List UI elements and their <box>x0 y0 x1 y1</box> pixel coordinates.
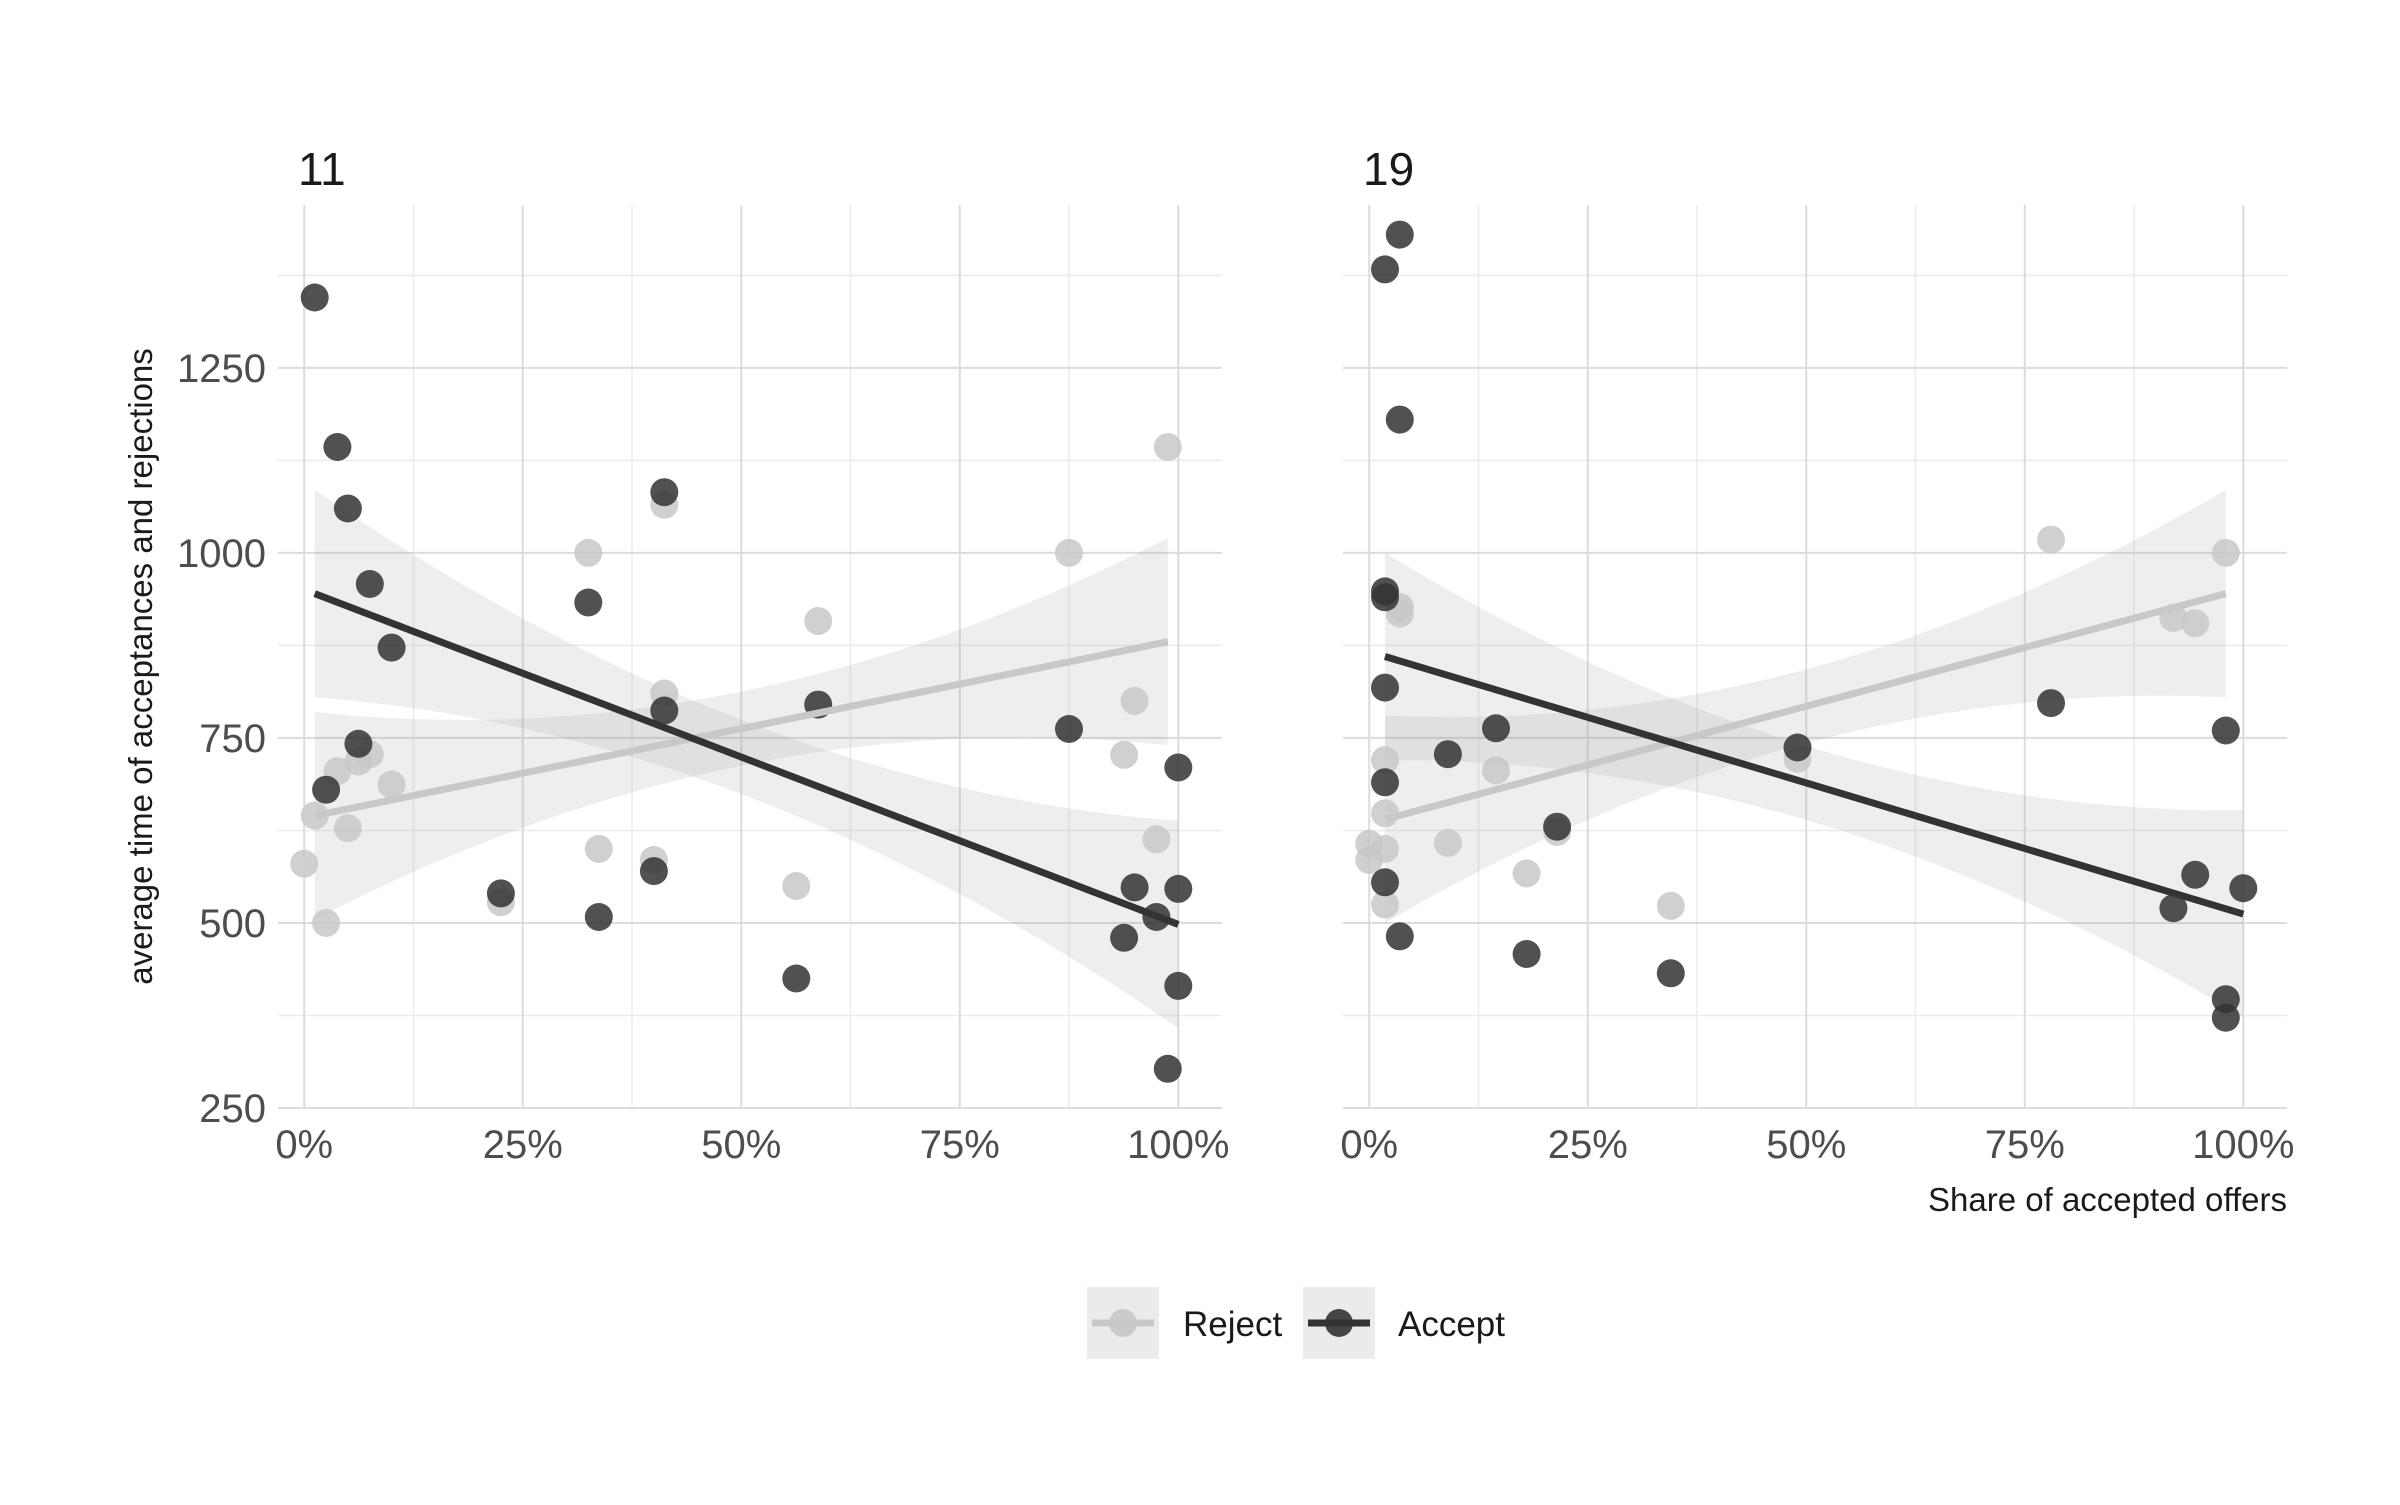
y-tick-label: 500 <box>199 902 266 946</box>
panel-title: 11 <box>298 143 346 195</box>
data-point-reject <box>1433 829 1462 857</box>
y-axis-title: average time of acceptances and rejectio… <box>122 348 159 985</box>
data-point-reject <box>782 872 811 900</box>
data-point-accept <box>1543 812 1572 841</box>
data-point-accept <box>1055 715 1083 743</box>
x-tick-label: 50% <box>701 1123 781 1167</box>
data-point-accept <box>782 964 811 993</box>
data-point-accept <box>1783 733 1812 762</box>
data-point-accept <box>1385 405 1414 434</box>
y-tick-label: 1250 <box>177 347 266 391</box>
data-point-accept <box>1153 1054 1182 1083</box>
data-point-accept <box>1164 874 1193 903</box>
data-point-reject <box>1120 686 1149 715</box>
panel-title: 19 <box>1363 143 1414 195</box>
data-point-reject <box>1110 740 1139 769</box>
x-tick-label: 0% <box>275 1123 333 1167</box>
data-point-accept <box>486 879 515 908</box>
data-point-accept <box>1164 753 1193 782</box>
data-point-reject <box>312 909 341 937</box>
x-tick-label: 25% <box>483 1123 563 1167</box>
data-point-accept <box>2159 894 2188 923</box>
data-point-reject <box>1482 756 1510 785</box>
data-point-accept <box>650 696 679 725</box>
data-point-reject <box>333 814 362 843</box>
data-point-accept <box>1385 922 1414 951</box>
fit-line-accept <box>1383 653 2245 918</box>
data-point-accept <box>1371 673 1399 702</box>
data-point-reject <box>1656 891 1685 920</box>
x-axis-title: Share of accepted offers <box>1928 1181 2287 1218</box>
data-point-accept <box>1482 714 1510 743</box>
data-point-accept <box>1656 959 1685 988</box>
data-point-reject <box>584 834 613 863</box>
data-point-reject <box>2037 525 2065 554</box>
data-point-accept <box>377 633 406 662</box>
y-tick-label: 750 <box>199 717 266 761</box>
data-point-accept <box>2037 689 2065 718</box>
data-point-accept <box>2181 860 2210 889</box>
data-point-reject <box>1142 825 1171 854</box>
x-tick-label: 75% <box>920 1123 1000 1167</box>
x-tick-label: 100% <box>1127 1123 1229 1167</box>
data-point-accept <box>2211 1003 2240 1032</box>
panel-11: 11 0% 25% 50% 75% 100% <box>275 143 1229 1167</box>
data-point-accept <box>1164 971 1193 1000</box>
panel-19: 19 0% 25% 50% 75% 100% <box>1340 143 2294 1167</box>
legend-label: Reject <box>1183 1305 1282 1344</box>
x-tick-label: 100% <box>2192 1123 2294 1167</box>
data-point-reject <box>377 770 406 799</box>
legend: Reject Accept <box>1087 1287 1505 1359</box>
data-point-accept <box>1371 768 1399 797</box>
data-point-accept <box>574 588 603 617</box>
legend-label: Accept <box>1398 1305 1505 1344</box>
x-tick-label: 75% <box>1985 1123 2065 1167</box>
data-point-accept <box>2211 716 2240 745</box>
data-point-accept <box>1371 583 1399 612</box>
data-point-accept <box>300 283 329 312</box>
data-point-reject <box>1055 538 1083 567</box>
data-point-accept <box>1433 740 1462 769</box>
data-point-accept <box>1120 873 1149 902</box>
data-point-accept <box>1385 220 1414 249</box>
data-point-accept <box>2229 874 2258 903</box>
data-point-accept <box>584 903 613 931</box>
y-tick-label: 250 <box>199 1087 266 1131</box>
data-point-reject <box>1512 859 1541 888</box>
data-point-accept <box>1110 923 1139 952</box>
data-point-accept <box>312 775 341 804</box>
data-point-reject <box>1371 834 1399 863</box>
data-point-reject <box>290 849 319 878</box>
data-point-accept <box>344 729 373 758</box>
x-tick-label: 25% <box>1548 1123 1628 1167</box>
data-point-reject <box>300 801 329 830</box>
data-point-reject <box>2211 538 2240 567</box>
data-point-accept <box>333 494 362 523</box>
data-point-accept <box>650 478 679 507</box>
data-point-reject <box>804 607 833 635</box>
data-point-reject <box>1153 433 1182 461</box>
legend-key-point <box>1325 1309 1353 1337</box>
fit-line-reject <box>314 638 1169 820</box>
fit-line-reject <box>1384 590 2227 823</box>
legend-key-point <box>1109 1309 1137 1337</box>
fit-line-accept <box>313 590 1180 928</box>
y-tick-label: 1000 <box>177 532 266 576</box>
x-tick-label: 50% <box>1766 1123 1846 1167</box>
data-point-accept <box>1371 868 1399 897</box>
data-point-reject <box>2181 609 2210 638</box>
data-point-reject <box>574 538 603 567</box>
data-point-reject <box>1371 746 1399 775</box>
data-point-accept <box>355 570 384 598</box>
data-point-accept <box>639 857 668 886</box>
x-tick-label: 0% <box>1340 1123 1398 1167</box>
data-point-accept <box>1371 255 1399 284</box>
data-point-accept <box>323 433 352 461</box>
data-point-accept <box>1512 940 1541 968</box>
data-point-reject <box>1371 890 1399 919</box>
